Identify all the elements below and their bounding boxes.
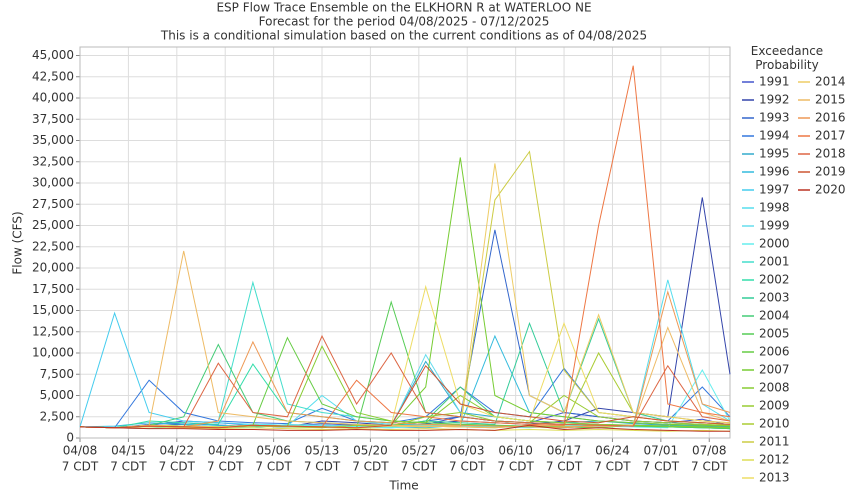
x-tick-label: 04/15: [111, 444, 146, 458]
x-tick-label: 04/08: [63, 444, 98, 458]
legend-label: 1996: [759, 165, 790, 179]
x-tick-label: 04/29: [208, 444, 243, 458]
x-tick-label: 7 CDT: [449, 460, 486, 474]
legend-label: 2006: [759, 345, 790, 359]
legend-label: 2020: [815, 183, 846, 197]
y-tick-label: 30,000: [32, 176, 74, 190]
y-tick-label: 32,500: [32, 154, 74, 168]
x-tick-label: 7 CDT: [62, 460, 99, 474]
y-tick-label: 15,000: [32, 303, 74, 317]
legend-label: 2000: [759, 237, 790, 251]
y-tick-label: 17,500: [32, 282, 74, 296]
legend-label: 2008: [759, 381, 790, 395]
x-tick-label: 7 CDT: [546, 460, 583, 474]
series-line: [79, 157, 731, 429]
x-tick-label: 7 CDT: [643, 460, 680, 474]
x-tick-label: 07/08: [692, 444, 727, 458]
x-tick-label: 7 CDT: [691, 460, 728, 474]
y-tick-label: 45,000: [32, 48, 74, 62]
x-tick-label: 06/17: [547, 444, 582, 458]
legend-label: 1997: [759, 183, 790, 197]
series-line: [79, 426, 731, 432]
x-tick-label: 7 CDT: [255, 460, 292, 474]
x-tick-label: 7 CDT: [594, 460, 631, 474]
y-axis-title: Flow (CFS): [11, 211, 25, 274]
x-tick-label: 05/27: [402, 444, 437, 458]
series-line: [79, 353, 731, 430]
legend-label: 2011: [759, 435, 790, 449]
series-line: [79, 343, 731, 429]
x-tick-label: 7 CDT: [401, 460, 438, 474]
chart-subtitle: Forecast for the period 04/08/2025 - 07/…: [259, 15, 550, 29]
series-line: [79, 364, 731, 429]
plot-frame: [79, 46, 731, 439]
x-tick-label: 7 CDT: [304, 460, 341, 474]
y-tick-label: 5,000: [40, 388, 74, 402]
y-tick-label: 40,000: [32, 91, 74, 105]
series-line: [79, 197, 731, 429]
y-tick-label: 25,000: [32, 218, 74, 232]
y-tick-label: 35,000: [32, 133, 74, 147]
y-tick-label: 2,500: [40, 409, 74, 423]
x-tick-label: 07/01: [644, 444, 679, 458]
x-tick-label: 06/03: [450, 444, 485, 458]
legend-title: Exceedance Probability: [750, 44, 824, 72]
y-tick-label: 27,500: [32, 197, 74, 211]
y-tick-label: 37,500: [32, 112, 74, 126]
chart-title: ESP Flow Trace Ensemble on the ELKHORN R…: [216, 1, 591, 15]
legend-label: 2013: [759, 471, 790, 485]
legend-label: 2012: [759, 453, 790, 467]
x-tick-label: 7 CDT: [110, 460, 147, 474]
x-tick-label: 05/20: [353, 444, 388, 458]
legend-label: 2003: [759, 291, 790, 305]
series-line: [79, 334, 731, 429]
x-tick-label: 7 CDT: [497, 460, 534, 474]
legend-label: 2004: [759, 309, 790, 323]
x-tick-label: 7 CDT: [352, 460, 389, 474]
series-line: [79, 279, 731, 429]
legend-label: 2017: [815, 129, 846, 143]
legend-label: 2010: [759, 417, 790, 431]
legend-label: 1994: [759, 129, 790, 143]
legend-label: 1993: [759, 111, 790, 125]
series-line: [79, 280, 731, 429]
chart-subtitle: This is a conditional simulation based o…: [160, 29, 647, 43]
series-line: [79, 345, 731, 429]
y-tick-label: 20,000: [32, 261, 74, 275]
y-tick-label: 22,500: [32, 239, 74, 253]
series-line: [79, 289, 731, 429]
legend-label: 2007: [759, 363, 790, 377]
x-tick-label: 06/10: [498, 444, 533, 458]
y-tick-label: 0: [66, 431, 74, 445]
legend-label: 2014: [815, 75, 846, 89]
legend-label: 2018: [815, 147, 846, 161]
legend-label: 2001: [759, 255, 790, 269]
x-tick-label: 7 CDT: [207, 460, 244, 474]
legend-label: 2002: [759, 273, 790, 287]
legend-label: 2016: [815, 111, 846, 125]
legend-label: 2015: [815, 93, 846, 107]
x-tick-label: 06/24: [595, 444, 630, 458]
legend-label: 1992: [759, 93, 790, 107]
legend-label: 1999: [759, 219, 790, 233]
legend-label: 2005: [759, 327, 790, 341]
x-tick-label: 05/13: [305, 444, 340, 458]
legend-label: 1995: [759, 147, 790, 161]
x-tick-label: 7 CDT: [159, 460, 196, 474]
legend-label: 2009: [759, 399, 790, 413]
legend-label: 1998: [759, 201, 790, 215]
y-tick-label: 7,500: [40, 367, 74, 381]
x-axis-title: Time: [388, 479, 418, 493]
y-tick-label: 12,500: [32, 324, 74, 338]
x-tick-label: 04/22: [160, 444, 195, 458]
series-line: [79, 424, 730, 432]
legend-label: 2019: [815, 165, 846, 179]
y-tick-label: 10,000: [32, 346, 74, 360]
series-line: [79, 163, 731, 429]
legend-label: 1991: [759, 75, 790, 89]
y-tick-label: 42,500: [32, 69, 74, 83]
x-tick-label: 05/06: [256, 444, 291, 458]
